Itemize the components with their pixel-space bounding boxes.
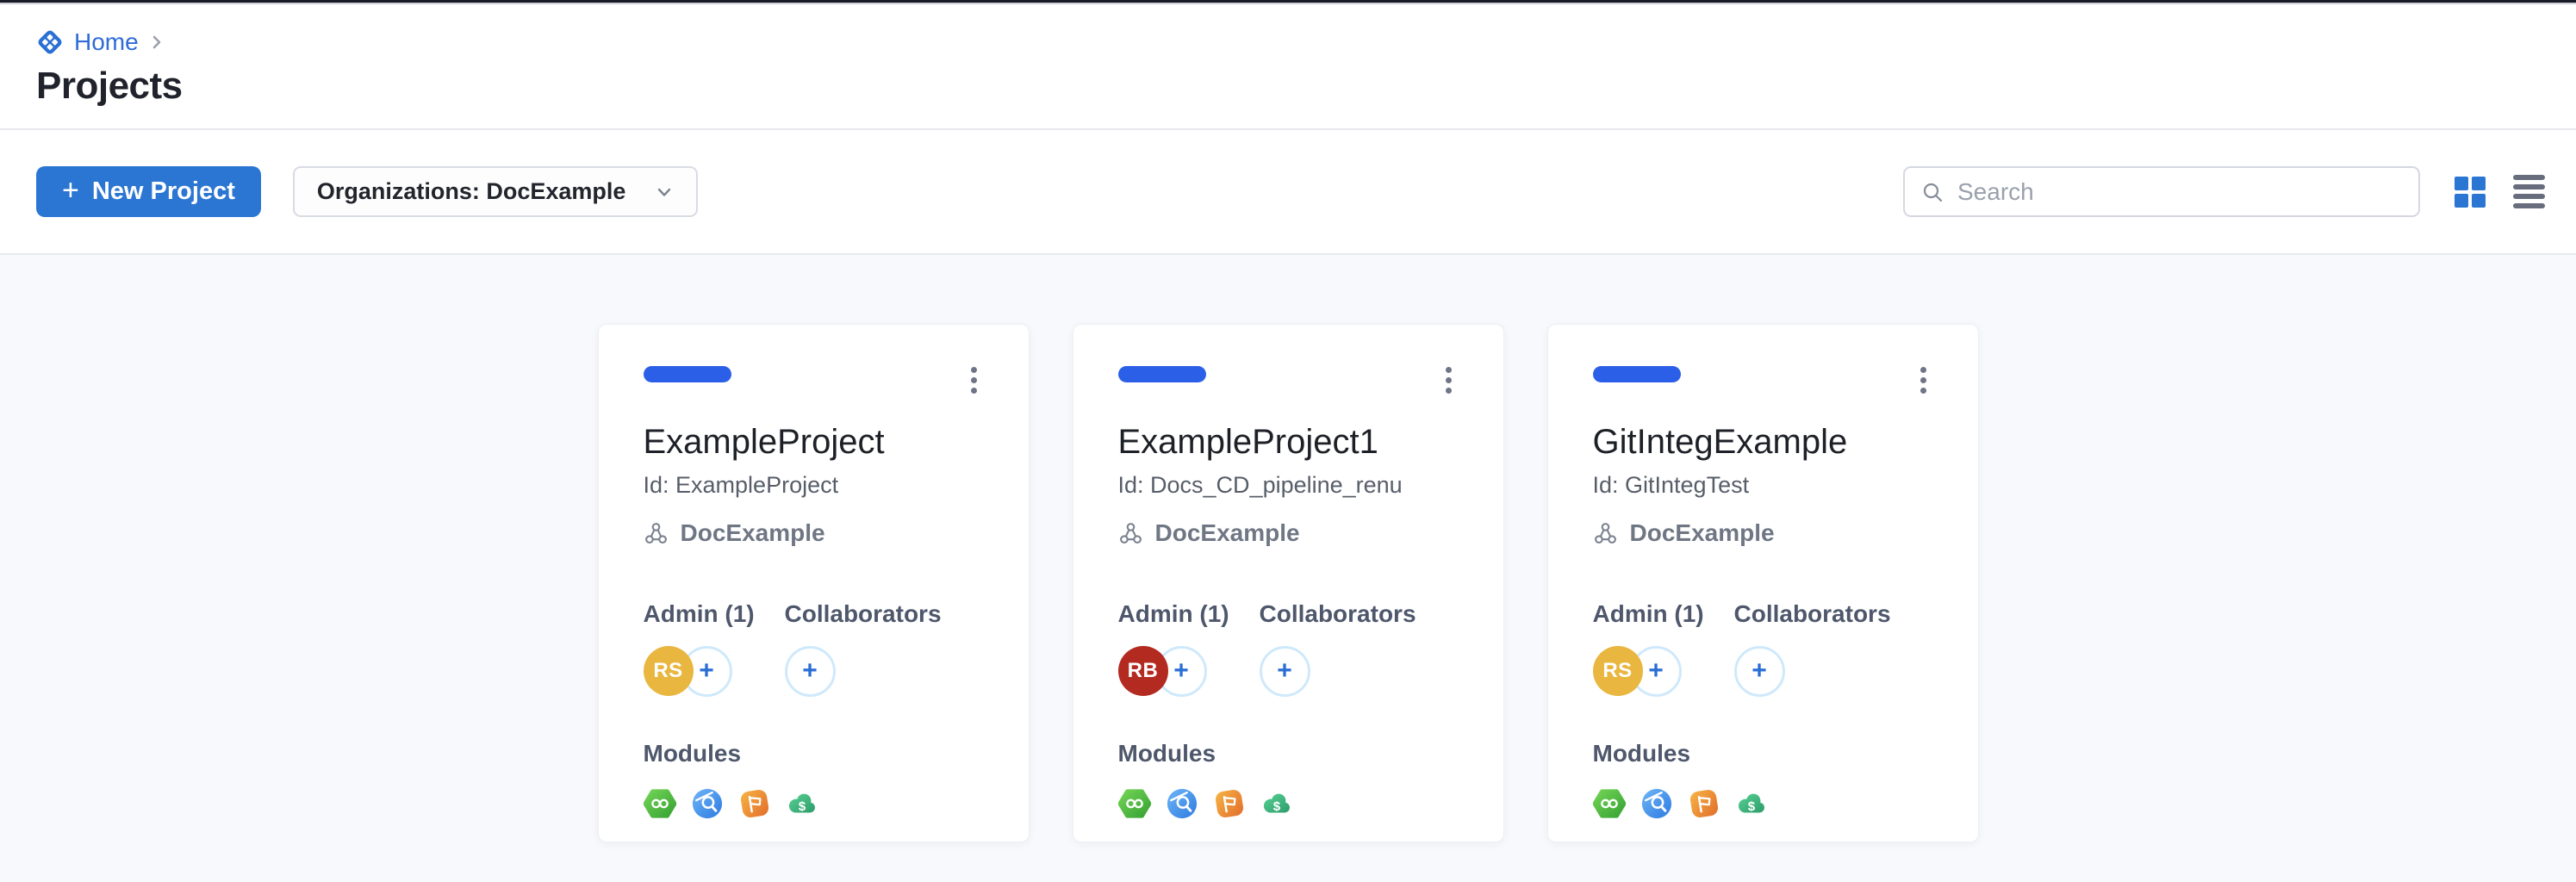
module-icon-flag[interactable] [1688,787,1720,820]
collaborators-label: Collaborators [784,600,942,627]
add-collaborator-button[interactable]: + [1733,645,1785,697]
module-icon-flag[interactable] [738,787,771,820]
new-project-button[interactable]: + New Project [36,166,261,217]
svg-text:$: $ [798,799,806,814]
collaborators-label: Collaborators [1259,600,1416,627]
organization-icon [1118,521,1143,546]
admin-label: Admin (1) [1592,600,1704,627]
module-icon-cloud-dollar[interactable]: $ [1260,787,1293,820]
organization-icon [1593,521,1618,546]
add-collaborator-button[interactable]: + [784,645,836,697]
plus-icon: + [62,174,79,207]
add-collaborator-button[interactable]: + [1259,645,1310,697]
organization-name: DocExample [1629,519,1775,546]
module-icon-infinity[interactable] [643,787,676,820]
kebab-menu-icon[interactable] [964,364,984,396]
app-logo-icon[interactable] [36,28,64,56]
search-box [1903,166,2420,217]
module-icon-magnifier[interactable] [691,787,724,820]
kebab-menu-icon[interactable] [1913,364,1933,396]
avatar[interactable]: RS [1592,646,1643,696]
project-id: Id: Docs_CD_pipeline_renu [1117,472,1403,498]
project-id: Id: GitIntegTest [1592,472,1750,498]
modules-label: Modules [643,740,742,767]
avatar[interactable]: RB [1117,646,1168,696]
project-card[interactable]: GitIntegExample Id: GitIntegTest DocExam… [1546,324,1979,842]
organizations-dropdown-value: Organizations: DocExample [316,178,626,204]
new-project-label: New Project [91,177,235,205]
project-title: ExampleProject1 [1117,423,1378,461]
module-icon-flag[interactable] [1213,787,1246,820]
projects-grid: ExampleProject Id: ExampleProject DocExa… [0,255,2576,842]
admin-label: Admin (1) [1117,600,1229,627]
organization-icon [644,521,669,546]
organization-name: DocExample [680,519,825,546]
project-color-pill [643,366,731,382]
list-view-icon[interactable] [2513,175,2545,208]
page-title: Projects [36,65,183,107]
module-icon-infinity[interactable] [1592,787,1626,820]
breadcrumb: Home [36,25,2540,59]
project-color-pill [1117,366,1206,382]
module-icon-cloud-dollar[interactable]: $ [786,787,818,820]
svg-text:$: $ [1747,799,1755,814]
module-icon-magnifier[interactable] [1640,787,1673,820]
kebab-menu-icon[interactable] [1439,364,1459,396]
project-card[interactable]: ExampleProject1 Id: Docs_CD_pipeline_ren… [1072,324,1504,842]
module-icon-infinity[interactable] [1117,787,1151,820]
window-top-edge [0,0,2576,4]
modules-label: Modules [1592,740,1691,767]
breadcrumb-home-link[interactable]: Home [74,28,139,55]
project-title: GitIntegExample [1592,423,1848,461]
search-input[interactable] [1957,177,2403,206]
admin-label: Admin (1) [643,600,755,627]
organization-name: DocExample [1154,519,1300,546]
project-color-pill [1592,366,1681,382]
collaborators-label: Collaborators [1733,600,1891,627]
module-icon-magnifier[interactable] [1166,787,1198,820]
modules-label: Modules [1117,740,1216,767]
grid-view-icon[interactable] [2455,176,2486,208]
module-icon-cloud-dollar[interactable]: $ [1735,787,1768,820]
search-icon [1920,180,1944,204]
chevron-right-icon [149,34,165,50]
project-id: Id: ExampleProject [643,472,839,498]
avatar[interactable]: RS [643,646,694,696]
page-header: Home Projects [0,4,2576,130]
project-card[interactable]: ExampleProject Id: ExampleProject DocExa… [597,324,1030,842]
organizations-dropdown[interactable]: Organizations: DocExample [292,166,699,217]
project-title: ExampleProject [643,423,885,461]
view-toggles [2455,175,2545,208]
chevron-down-icon [655,183,674,202]
toolbar: + New Project Organizations: DocExample [0,130,2576,255]
svg-text:$: $ [1272,799,1280,814]
